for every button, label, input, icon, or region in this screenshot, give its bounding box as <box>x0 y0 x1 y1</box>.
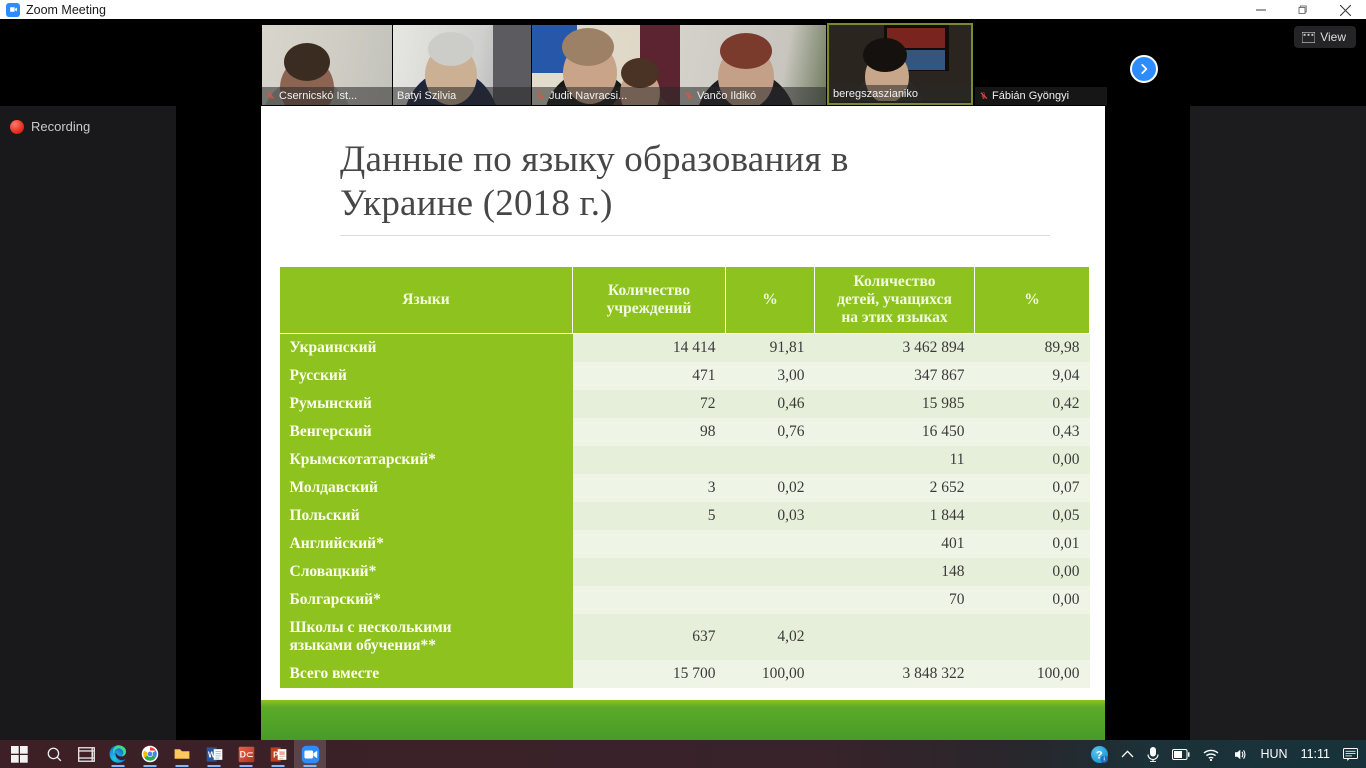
svg-text:P: P <box>273 750 278 759</box>
svg-text:D⊂: D⊂ <box>239 749 253 759</box>
svg-text:W: W <box>207 750 215 759</box>
